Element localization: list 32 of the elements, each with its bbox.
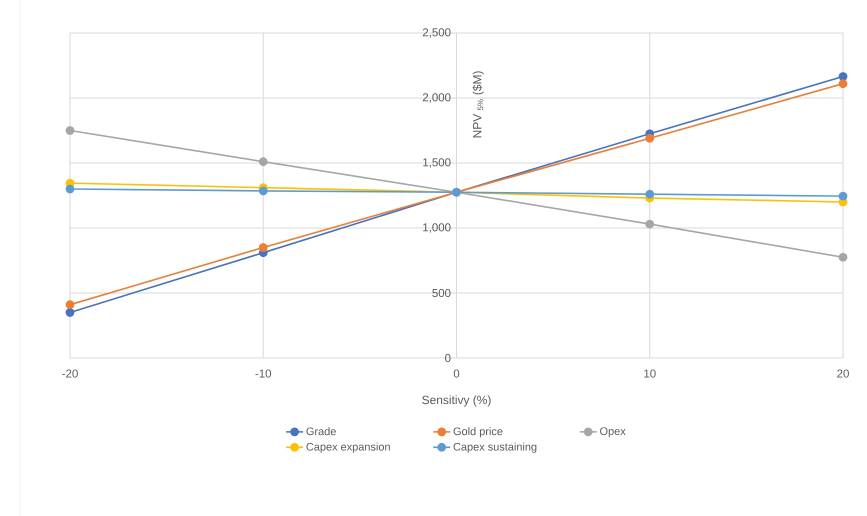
y-axis-title: NPV $_{5%}$ ($M) xyxy=(472,71,484,138)
point xyxy=(66,126,74,135)
y-tick-label: 2,000 xyxy=(422,93,451,103)
point xyxy=(66,184,74,194)
y-tick-label: 500 xyxy=(432,288,451,298)
legend-label: Capex expansion xyxy=(306,442,390,453)
y-tick-label: 0 xyxy=(445,354,451,362)
point xyxy=(66,308,74,317)
point xyxy=(645,190,654,199)
x-tick-label: 10 xyxy=(644,369,656,378)
x-axis-title: Sensitivy (%) xyxy=(422,395,491,407)
point xyxy=(838,192,848,201)
y-tick-label: 2,500 xyxy=(422,28,451,38)
legend-label: Capex sustaining xyxy=(454,442,536,453)
x-tick-label: -20 xyxy=(62,369,78,378)
point xyxy=(66,300,74,310)
point xyxy=(258,243,268,252)
legend-label: Opex xyxy=(600,427,626,438)
y-tick-label: 1,000 xyxy=(423,223,451,233)
point xyxy=(838,79,848,88)
point xyxy=(838,252,848,262)
point xyxy=(838,72,848,81)
x-tick-label: 20 xyxy=(837,369,849,378)
legend-label: Grade xyxy=(306,427,336,436)
x-tick-label: -10 xyxy=(255,369,272,378)
point xyxy=(645,220,654,228)
point xyxy=(258,186,268,196)
point xyxy=(258,157,268,166)
y-tick-label: 1,500 xyxy=(423,158,451,168)
point xyxy=(645,134,654,143)
x-tick-label: 0 xyxy=(454,369,460,378)
legend-label: Gold price xyxy=(454,427,502,438)
